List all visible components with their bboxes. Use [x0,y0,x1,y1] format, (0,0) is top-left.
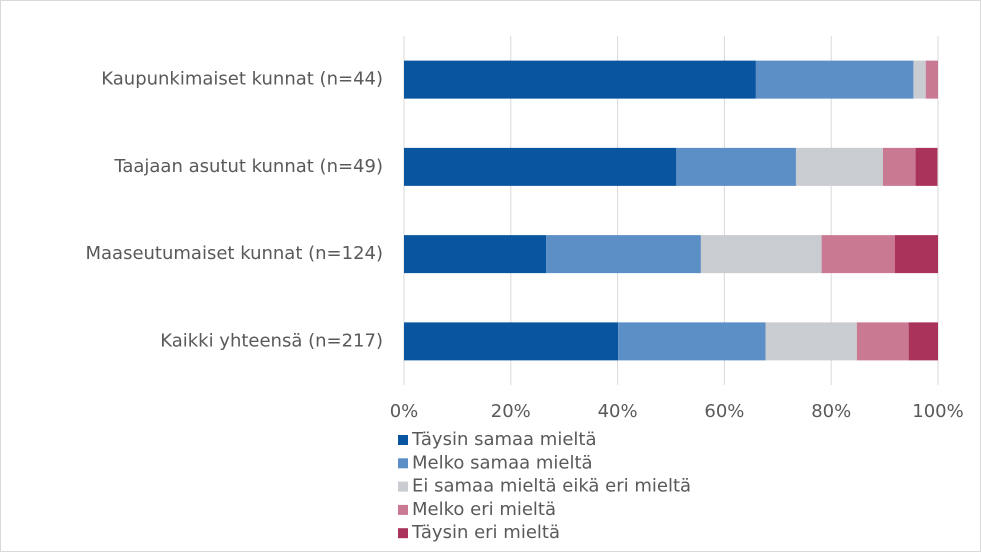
x-tick-label: 20% [491,401,531,422]
bar-segment [404,235,547,274]
legend-label: Ei samaa mieltä eikä eri mieltä [412,476,691,497]
legend-label: Melko samaa mieltä [412,452,593,473]
x-tick-label: 60% [704,401,744,422]
bar-segment [908,322,938,361]
x-tick-label: 40% [598,401,638,422]
legend-swatch [398,528,408,539]
legend-swatch [398,435,408,445]
bar-segment [700,235,822,274]
bar-segment [618,322,766,361]
legend-swatch [398,504,408,515]
y-tick-label: Taajaan asutut kunnat (n=49) [113,156,383,177]
bar-segment [404,60,756,99]
legend-swatch [398,481,408,492]
bar-segment [821,235,895,274]
bar-segment [856,322,909,361]
bar-segment [882,147,916,186]
bar-segment [925,60,938,99]
bar-segment [755,60,914,99]
bar-segment [913,60,926,99]
legend-label: Täysin eri mieltä [411,522,560,543]
bar-segment [915,147,938,186]
x-tick-label: 0% [390,401,419,422]
x-tick-label: 80% [811,401,851,422]
bar-segment [765,322,857,361]
bar-segment [676,147,796,186]
legend-label: Melko eri mieltä [412,499,556,520]
legend-label: Täysin samaa mieltä [411,429,597,450]
bar-segment [795,147,883,186]
legend-swatch [398,458,408,469]
y-tick-label: Kaupunkimaiset kunnat (n=44) [101,69,383,90]
bar-segment [404,322,619,361]
x-tick-label: 100% [912,401,963,422]
bar-segment [894,235,938,274]
bar-segment [546,235,701,274]
y-tick-label: Kaikki yhteensä (n=217) [160,330,383,351]
bar-segment [404,147,677,186]
y-tick-label: Maaseutumaiset kunnat (n=124) [85,243,383,264]
